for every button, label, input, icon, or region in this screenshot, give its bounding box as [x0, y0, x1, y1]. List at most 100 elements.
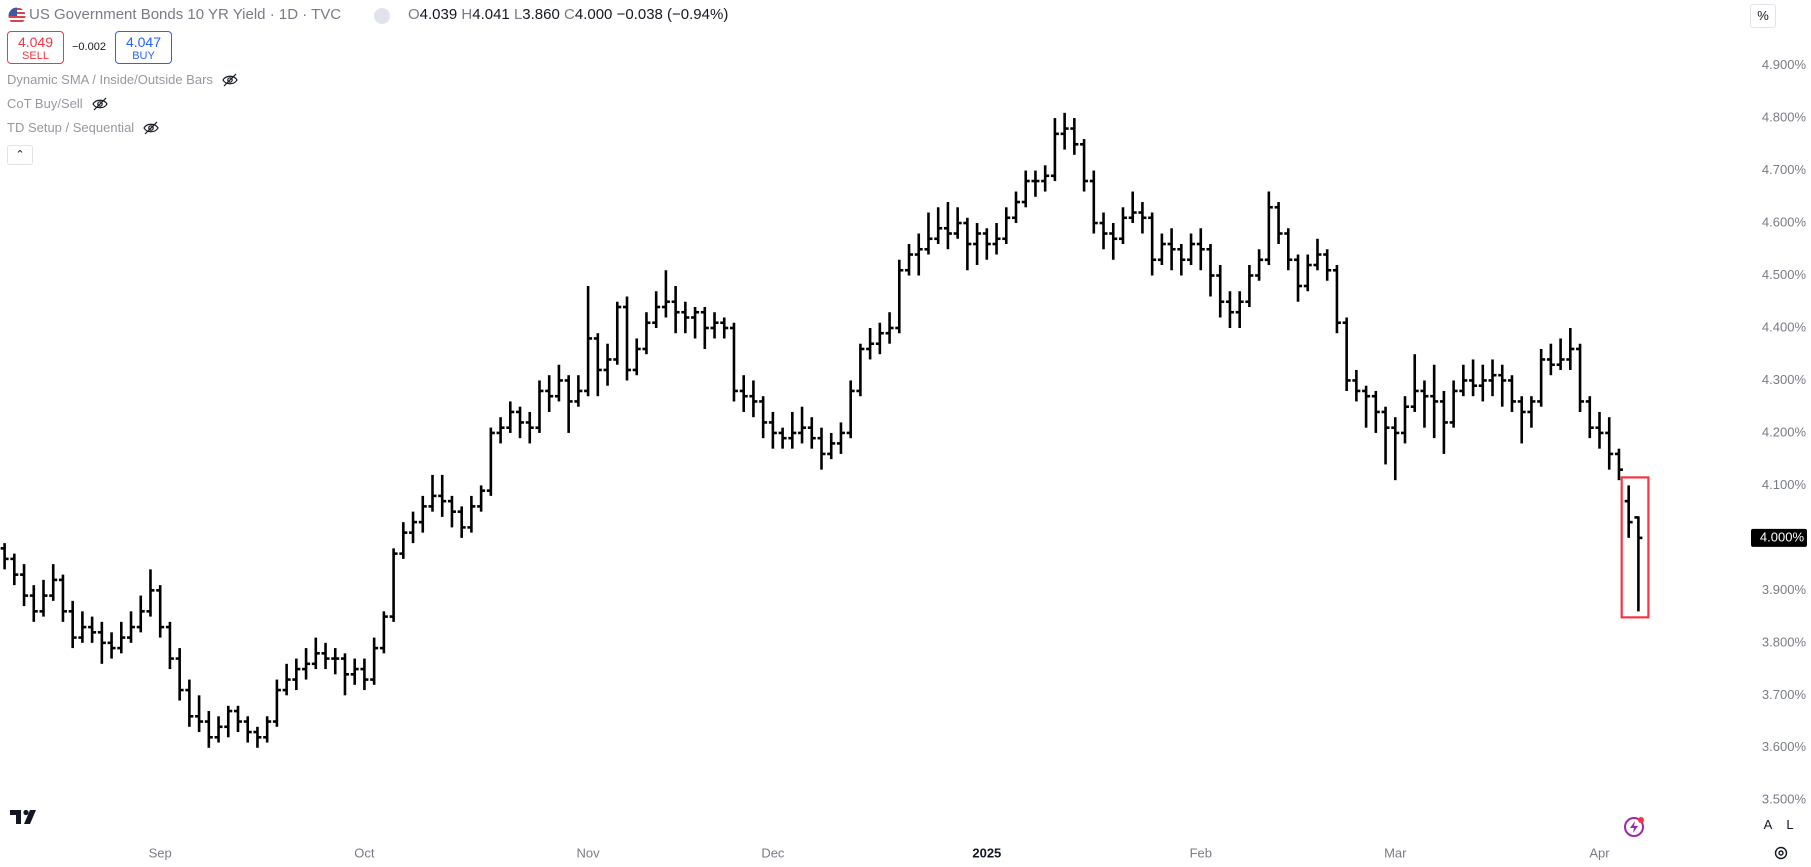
- ohlc-bar: [1021, 170, 1030, 208]
- ohlc-bar: [1255, 249, 1264, 281]
- ohlc-bar: [467, 495, 476, 533]
- ohlc-bar: [389, 548, 398, 622]
- ohlc-bar: [817, 427, 826, 470]
- ohlc-bar: [1264, 191, 1273, 266]
- ohlc-bar: [1080, 139, 1089, 192]
- ohlc-bar: [428, 474, 437, 512]
- news-icon[interactable]: [1622, 815, 1646, 839]
- ohlc-bar: [788, 411, 797, 449]
- y-tick-label: 4.100%: [1762, 477, 1807, 492]
- ohlc-readout: O4.039 H4.041 L3.860 C4.000 −0.038 (−0.9…: [408, 6, 728, 23]
- ohlc-bar: [924, 212, 933, 255]
- ohlc-bar: [1507, 375, 1516, 412]
- ohlc-bar: [1595, 411, 1604, 449]
- ohlc-bar: [866, 327, 875, 360]
- ohlc-bar: [1167, 228, 1176, 271]
- buy-button[interactable]: 4.047 BUY: [115, 31, 172, 64]
- ohlc-bar: [671, 285, 680, 334]
- ohlc-bar: [311, 637, 320, 670]
- ohlc-bar: [1624, 485, 1633, 538]
- x-tick-label: Feb: [1190, 845, 1212, 860]
- y-tick-label: 4.700%: [1762, 162, 1807, 177]
- ohlc-value: 4.000: [574, 6, 613, 23]
- y-tick-label: 3.600%: [1762, 739, 1807, 754]
- ohlc-bar: [846, 380, 855, 439]
- x-tick-label: Sep: [149, 845, 172, 860]
- ohlc-bar: [331, 648, 340, 675]
- ohlc-bar: [1488, 359, 1497, 397]
- ohlc-bar: [1187, 233, 1196, 266]
- ohlc-bar: [632, 338, 641, 376]
- ohlc-bar: [234, 705, 242, 733]
- ohlc-bar: [759, 396, 768, 439]
- market-status[interactable]: [374, 8, 390, 24]
- ohlc-bar: [292, 658, 301, 691]
- ohlc-bar: [1294, 254, 1303, 302]
- price-change: −0.038 (−0.94%): [616, 6, 729, 23]
- ohlc-bar: [1245, 265, 1254, 307]
- y-tick-label: 4.600%: [1762, 214, 1807, 229]
- ohlc-bar: [1216, 265, 1225, 318]
- percent-button[interactable]: %: [1750, 4, 1776, 28]
- indicator-row[interactable]: TD Setup / Sequential: [7, 120, 160, 135]
- ohlc-bar: [1070, 118, 1079, 155]
- ohlc-bar: [691, 306, 700, 339]
- ohlc-bar: [1206, 244, 1215, 297]
- ohlc-bar: [360, 658, 369, 691]
- indicator-row[interactable]: Dynamic SMA / Inside/Outside Bars: [7, 72, 239, 87]
- log-button[interactable]: L: [1786, 817, 1794, 832]
- y-tick-label: 4.300%: [1762, 372, 1807, 387]
- ohlc-bar: [642, 312, 651, 355]
- indicator-row[interactable]: CoT Buy/Sell: [7, 96, 109, 111]
- ohlc-bar: [49, 564, 58, 601]
- auto-button[interactable]: A: [1763, 817, 1773, 832]
- ohlc-bar: [1410, 354, 1419, 412]
- ohlc-bar: [1323, 249, 1332, 281]
- symbol-title[interactable]: US Government Bonds 10 YR Yield · 1D · T…: [29, 6, 342, 23]
- sell-label: SELL: [22, 50, 49, 62]
- ohlc-letter: C: [564, 6, 575, 23]
- ohlc-bar: [447, 495, 456, 528]
- ohlc-bar: [1303, 254, 1312, 292]
- ohlc-bar: [379, 611, 388, 654]
- indicator-name: CoT Buy/Sell: [7, 96, 83, 111]
- ohlc-bar: [1284, 228, 1293, 271]
- hidden-eye-icon[interactable]: [91, 97, 109, 111]
- ohlc-bar: [1381, 406, 1390, 465]
- ohlc-bar: [992, 223, 1001, 255]
- indicator-name: Dynamic SMA / Inside/Outside Bars: [7, 72, 213, 87]
- sell-button[interactable]: 4.049 SELL: [7, 31, 64, 64]
- ohlc-bar: [370, 637, 379, 685]
- ohlc-bar: [1099, 212, 1108, 250]
- ohlc-bar: [1225, 291, 1234, 328]
- ohlc-bar: [136, 595, 145, 633]
- ohlc-bar: [97, 621, 106, 664]
- x-tick-label: Oct: [354, 845, 375, 860]
- ohlc-bar: [10, 553, 19, 586]
- hidden-eye-icon[interactable]: [221, 73, 239, 87]
- hidden-eye-icon[interactable]: [142, 121, 160, 135]
- ohlc-bar: [535, 380, 544, 433]
- indicator-name: TD Setup / Sequential: [7, 120, 135, 135]
- y-tick-label: 3.500%: [1762, 792, 1807, 807]
- ohlc-bar: [700, 306, 709, 349]
- ohlc-bar: [661, 270, 670, 318]
- ohlc-bar: [973, 223, 982, 266]
- ohlc-bar: [1002, 207, 1011, 245]
- ohlc-bar: [652, 291, 661, 328]
- ohlc-bar: [710, 312, 719, 339]
- ohlc-bar: [1313, 238, 1322, 271]
- ohlc-bar: [914, 233, 923, 276]
- ohlc-bar: [574, 375, 583, 407]
- ohlc-bar: [778, 427, 787, 449]
- ohlc-bar: [1566, 327, 1575, 370]
- ohlc-bar: [1576, 343, 1585, 412]
- ohlc-bar: [1128, 191, 1137, 224]
- ohlc-bar: [1430, 364, 1439, 439]
- settings-icon[interactable]: [1772, 844, 1790, 862]
- collapse-button[interactable]: ⌃: [7, 145, 33, 165]
- ohlc-bar: [1089, 170, 1098, 234]
- ohlc-bar: [885, 312, 894, 344]
- y-tick-label: 4.200%: [1762, 424, 1807, 439]
